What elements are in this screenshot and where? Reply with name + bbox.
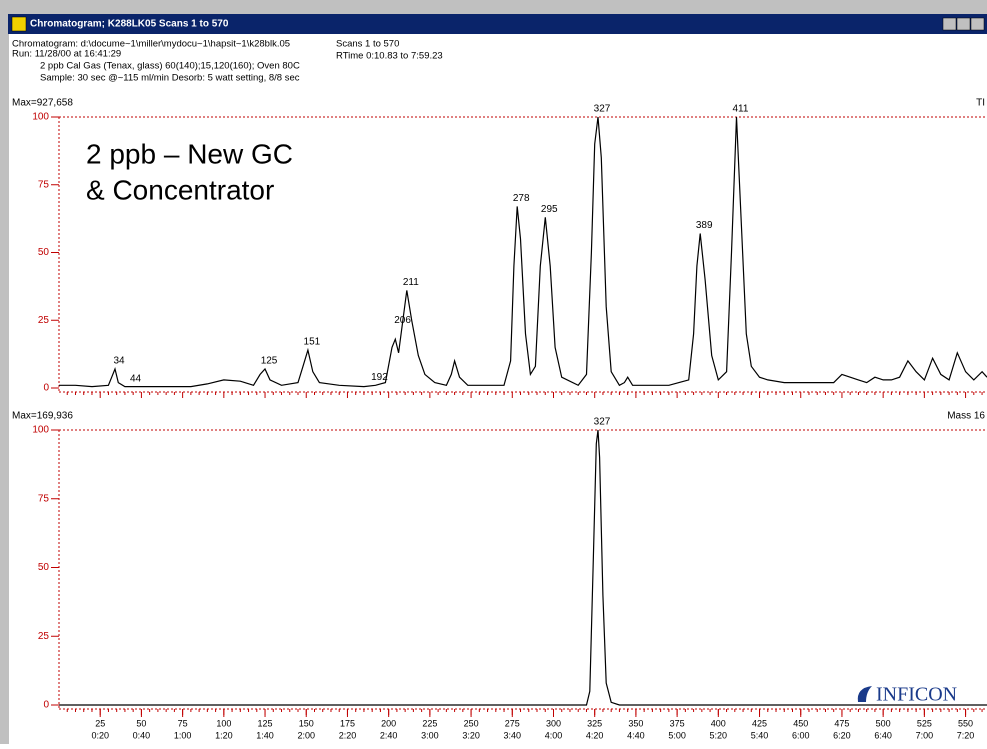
peak-label: 411 <box>732 104 748 115</box>
y-tick-label: 25 <box>38 315 50 326</box>
x-time-label: 0:40 <box>133 730 151 740</box>
minimize-button[interactable] <box>942 17 957 31</box>
max-label: Max=169,936 <box>12 411 73 422</box>
trace <box>59 429 987 706</box>
x-time-label: 4:40 <box>627 730 645 740</box>
x-time-label: 4:20 <box>586 730 604 740</box>
annotation: & Concentrator <box>86 174 274 205</box>
x-tick-label: 200 <box>381 718 396 728</box>
logo-icon <box>857 686 872 702</box>
y-tick-label: 0 <box>43 383 49 394</box>
x-time-label: 1:40 <box>256 730 274 740</box>
x-tick-label: 475 <box>834 718 849 728</box>
x-time-label: 7:00 <box>916 730 934 740</box>
x-time-label: 1:00 <box>174 730 192 740</box>
trace <box>59 116 987 388</box>
peak-label: 125 <box>261 356 278 367</box>
x-tick-label: 550 <box>958 718 973 728</box>
x-tick-label: 250 <box>464 718 479 728</box>
y-tick-label: 100 <box>32 112 49 123</box>
title-bar <box>8 14 987 34</box>
peak-label: 151 <box>304 337 321 348</box>
trace-label: TI <box>976 98 985 109</box>
peak-label: 192 <box>371 372 388 383</box>
close-button[interactable] <box>970 17 985 31</box>
x-tick-label: 25 <box>95 718 105 728</box>
y-tick-label: 100 <box>32 425 49 436</box>
x-time-label: 1:20 <box>215 730 233 740</box>
peak-label: 278 <box>513 193 530 204</box>
annotation: 2 ppb – New GC <box>86 138 293 169</box>
x-time-label: 2:00 <box>297 730 315 740</box>
header-scans: Scans 1 to 570 <box>336 39 399 50</box>
x-tick-label: 500 <box>876 718 891 728</box>
x-tick-label: 225 <box>422 718 437 728</box>
peak-label: 295 <box>541 204 558 215</box>
x-tick-label: 75 <box>178 718 188 728</box>
x-time-label: 6:20 <box>833 730 851 740</box>
x-time-label: 5:00 <box>668 730 686 740</box>
x-tick-label: 525 <box>917 718 932 728</box>
x-time-label: 6:40 <box>874 730 892 740</box>
x-tick-label: 175 <box>340 718 355 728</box>
x-tick-label: 400 <box>711 718 726 728</box>
x-tick-label: 50 <box>136 718 146 728</box>
peak-label: 327 <box>594 104 611 115</box>
peak-label: 389 <box>696 220 713 231</box>
x-tick-label: 450 <box>793 718 808 728</box>
x-tick-label: 300 <box>546 718 561 728</box>
x-tick-label: 375 <box>670 718 685 728</box>
y-tick-label: 50 <box>38 562 50 573</box>
header-method: 2 ppb Cal Gas (Tenax, glass) 60(140);15,… <box>40 61 300 72</box>
x-tick-label: 325 <box>587 718 602 728</box>
y-tick-label: 0 <box>43 700 49 711</box>
y-tick-label: 25 <box>38 631 50 642</box>
x-time-label: 3:20 <box>462 730 480 740</box>
header-run: Run: 11/28/00 at 16:41:29 <box>12 49 121 60</box>
peak-label: 211 <box>403 277 419 288</box>
x-time-label: 3:00 <box>421 730 439 740</box>
x-time-label: 0:20 <box>91 730 109 740</box>
header-rtime: RTime 0:10.83 to 7:59.23 <box>336 51 443 62</box>
x-tick-label: 350 <box>628 718 643 728</box>
x-tick-label: 100 <box>216 718 231 728</box>
x-time-label: 5:40 <box>751 730 769 740</box>
x-time-label: 5:20 <box>710 730 728 740</box>
x-time-label: 3:40 <box>504 730 522 740</box>
y-tick-label: 50 <box>38 247 50 258</box>
max-label: Max=927,658 <box>12 98 73 109</box>
header-sample: Sample: 30 sec @~115 ml/min Desorb: 5 wa… <box>40 73 300 84</box>
x-tick-label: 150 <box>299 718 314 728</box>
logo: INFICON <box>876 684 957 706</box>
x-time-label: 2:20 <box>339 730 357 740</box>
x-time-label: 6:00 <box>792 730 810 740</box>
x-time-label: 4:00 <box>545 730 563 740</box>
app-icon <box>11 16 27 32</box>
x-tick-label: 125 <box>258 718 273 728</box>
y-tick-label: 75 <box>38 493 50 504</box>
header-file: Chromatogram: d:\docume~1\miller\mydocu~… <box>12 39 290 50</box>
maximize-button[interactable] <box>956 17 971 31</box>
window-title: Chromatogram; K288LK05 Scans 1 to 570 <box>30 19 229 30</box>
peak-label: 34 <box>113 356 125 367</box>
x-time-label: 7:20 <box>957 730 975 740</box>
x-time-label: 2:40 <box>380 730 398 740</box>
y-tick-label: 75 <box>38 179 50 190</box>
peak-label: 44 <box>130 373 142 384</box>
plot-window <box>9 34 987 744</box>
peak-label: 206 <box>394 315 411 326</box>
peak-label: 327 <box>594 417 611 428</box>
trace-label: Mass 16 <box>947 411 985 422</box>
x-tick-label: 425 <box>752 718 767 728</box>
x-tick-label: 275 <box>505 718 520 728</box>
